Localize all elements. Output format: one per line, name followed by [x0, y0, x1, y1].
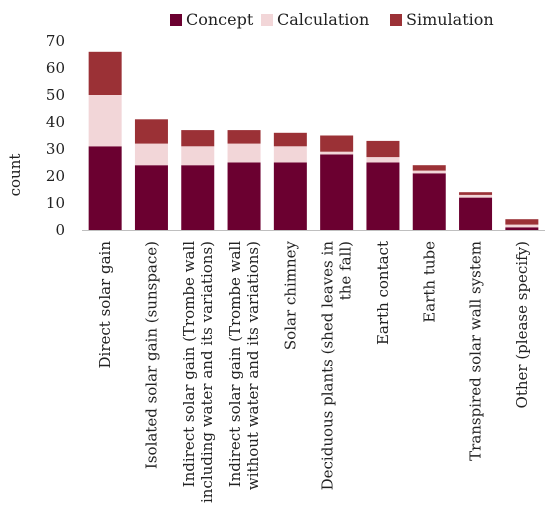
y-tick-label: 70 — [46, 32, 65, 50]
x-category-label: Earth tube — [420, 241, 438, 323]
y-tick-label: 50 — [46, 86, 65, 104]
bar-simulation-segment — [227, 130, 261, 144]
bar-concept-segment — [366, 162, 400, 230]
bar-simulation-segment — [134, 119, 168, 144]
y-axis-label: count — [6, 154, 24, 197]
bar-concept-segment — [505, 227, 539, 230]
bar-calculation-segment — [88, 95, 122, 147]
bars — [88, 51, 539, 230]
bar-simulation-segment — [88, 51, 122, 95]
bar-calculation-segment — [134, 143, 168, 166]
bar-calculation-segment — [227, 143, 261, 163]
y-tick-label: 0 — [55, 221, 65, 239]
legend-swatch-simulation — [390, 14, 402, 26]
x-category-label: Earth contact — [374, 241, 392, 345]
legend-label-simulation: Simulation — [406, 10, 494, 29]
x-category-label: Direct solar gain — [96, 241, 114, 369]
legend: Concept Calculation Simulation — [170, 10, 494, 29]
x-category-label: Isolated solar gain (sunspace) — [142, 241, 160, 469]
bar-concept-segment — [134, 165, 168, 230]
bar-concept-segment — [320, 154, 354, 230]
bar-concept-segment — [181, 165, 215, 230]
y-tick-label: 30 — [46, 140, 65, 158]
bar-simulation-segment — [273, 132, 307, 147]
bar-concept-segment — [459, 197, 493, 230]
bar-calculation-segment — [505, 224, 539, 228]
x-category-label: Indirect solar gain (Trombe wall — [226, 241, 244, 488]
bar-calculation-segment — [459, 194, 493, 198]
bar-concept-segment — [227, 162, 261, 230]
x-category-label: Other (please specify) — [513, 241, 531, 408]
bar-simulation-segment — [505, 219, 539, 225]
bar-concept-segment — [273, 162, 307, 230]
legend-label-calculation: Calculation — [277, 10, 369, 29]
legend-label-concept: Concept — [186, 10, 254, 29]
bar-concept-segment — [412, 173, 446, 230]
y-axis-ticks: 0 10 20 30 40 50 60 70 — [46, 32, 65, 239]
x-category-label: the fall) — [337, 241, 355, 300]
x-category-label: Solar chimney — [281, 240, 299, 350]
x-category-label: Indirect solar gain (Trombe wall — [180, 241, 198, 488]
x-category-label: Transpired solar wall system — [467, 241, 485, 461]
legend-swatch-concept — [170, 14, 182, 26]
bar-calculation-segment — [273, 146, 307, 163]
bar-calculation-segment — [366, 157, 400, 163]
legend-swatch-calculation — [261, 14, 273, 26]
y-tick-label: 40 — [46, 113, 65, 131]
y-tick-label: 20 — [46, 167, 65, 185]
bar-simulation-segment — [412, 165, 446, 171]
bar-simulation-segment — [181, 130, 215, 147]
bar-simulation-segment — [320, 135, 354, 152]
y-tick-label: 10 — [46, 194, 65, 212]
y-tick-label: 60 — [46, 59, 65, 77]
x-axis-labels: Direct solar gain Isolated solar gain (su… — [96, 240, 531, 503]
bar-calculation-segment — [181, 146, 215, 166]
bar-simulation-segment — [459, 192, 493, 195]
bar-calculation-segment — [412, 170, 446, 174]
bar-concept-segment — [88, 146, 122, 230]
bar-simulation-segment — [366, 140, 400, 158]
bar-calculation-segment — [320, 151, 354, 155]
x-category-label: Deciduous plants (shed leaves in — [319, 241, 337, 491]
x-category-label: including water and its variations) — [198, 241, 216, 503]
x-category-label: without water and its variations) — [244, 241, 262, 490]
